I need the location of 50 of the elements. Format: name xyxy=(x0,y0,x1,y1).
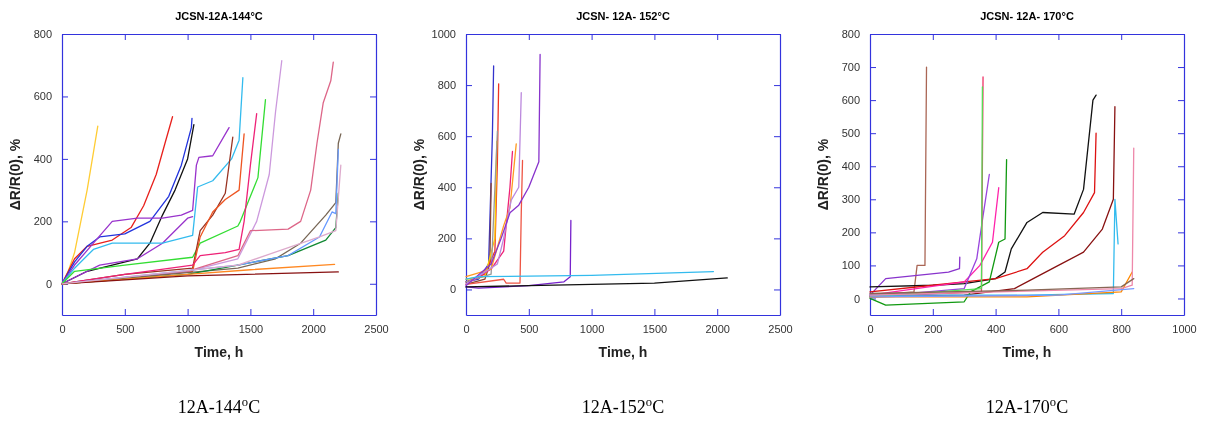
x-tick-label: 0 xyxy=(463,322,470,335)
y-axis-title: ΔR/R(0), % xyxy=(815,138,831,211)
x-tick-label: 1500 xyxy=(238,322,264,335)
y-tick-label: 700 xyxy=(841,61,860,74)
y-tick-label: 1000 xyxy=(431,28,456,41)
y-tick-label: 0 xyxy=(853,292,860,305)
x-tick-label: 400 xyxy=(986,322,1006,335)
y-tick-label: 0 xyxy=(449,283,456,296)
y-tick-label: 800 xyxy=(437,79,456,92)
chart-title: JCSN-12A-144°C xyxy=(175,10,263,22)
x-tick-label: 2500 xyxy=(364,322,389,335)
x-tick-label: 600 xyxy=(1049,322,1069,335)
x-axis-title: Time, h xyxy=(598,344,648,360)
chart-title: JCSN- 12A- 170°C xyxy=(980,10,1074,22)
x-tick-label: 0 xyxy=(59,322,66,335)
y-tick-label: 600 xyxy=(33,90,52,103)
x-tick-label: 1500 xyxy=(642,322,668,335)
y-tick-label: 800 xyxy=(33,28,52,41)
y-tick-label: 200 xyxy=(841,226,860,239)
x-tick-label: 1000 xyxy=(175,322,201,335)
y-tick-label: 200 xyxy=(437,232,456,245)
y-tick-label: 600 xyxy=(841,94,860,107)
x-tick-label: 1000 xyxy=(1172,322,1197,335)
y-tick-label: 800 xyxy=(841,28,860,41)
y-tick-label: 600 xyxy=(437,130,456,143)
x-tick-label: 1000 xyxy=(579,322,605,335)
x-tick-label: 500 xyxy=(116,322,135,335)
x-tick-label: 800 xyxy=(1112,322,1131,335)
x-axis-title: Time, h xyxy=(1002,344,1052,360)
x-axis-title: Time, h xyxy=(194,344,244,360)
x-tick-label: 200 xyxy=(924,322,943,335)
y-tick-label: 100 xyxy=(841,259,860,272)
text: 12A-144$^{o}$C xyxy=(177,395,261,417)
y-tick-label: 300 xyxy=(841,193,860,206)
y-tick-label: 400 xyxy=(841,160,860,173)
x-tick-label: 2000 xyxy=(301,322,326,335)
x-tick-label: 500 xyxy=(520,322,539,335)
x-tick-label: 2000 xyxy=(705,322,730,335)
y-tick-label: 0 xyxy=(45,277,52,290)
text: 12A-170$^{o}$C xyxy=(985,395,1069,417)
y-tick-label: 500 xyxy=(841,127,860,140)
y-tick-label: 400 xyxy=(437,181,456,194)
y-axis-title: ΔR/R(0), % xyxy=(7,138,23,211)
y-tick-label: 400 xyxy=(33,152,52,165)
x-tick-label: 0 xyxy=(867,322,874,335)
y-tick-label: 200 xyxy=(33,215,52,228)
x-tick-label: 2500 xyxy=(768,322,793,335)
y-axis-title: ΔR/R(0), % xyxy=(411,138,427,211)
chart-title: JCSN- 12A- 152°C xyxy=(576,10,670,22)
text: 12A-152$^{o}$C xyxy=(581,395,665,417)
